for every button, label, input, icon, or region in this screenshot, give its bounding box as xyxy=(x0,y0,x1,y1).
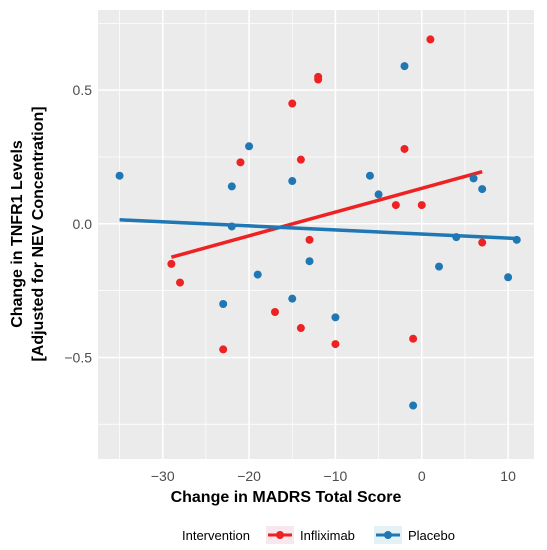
point-infliximab xyxy=(400,144,409,153)
y-axis-title-line-2: [Adjusted for NEV Concentration] xyxy=(30,106,47,361)
legend-key-placebo-dot xyxy=(384,531,392,539)
x-tick-label: 0 xyxy=(418,468,426,484)
point-placebo xyxy=(374,190,383,199)
point-infliximab xyxy=(478,238,487,247)
point-placebo xyxy=(227,222,236,231)
point-placebo xyxy=(115,171,124,180)
point-infliximab xyxy=(296,324,305,333)
point-infliximab xyxy=(409,334,418,343)
point-infliximab xyxy=(391,201,400,210)
legend-label-placebo: Placebo xyxy=(408,528,455,543)
point-placebo xyxy=(435,262,444,271)
point-placebo xyxy=(288,177,297,186)
point-infliximab xyxy=(219,345,228,354)
legend-key-infliximab-dot xyxy=(276,531,284,539)
y-tick-labels: −0.5 0.0 0.5 xyxy=(64,82,92,365)
point-infliximab xyxy=(236,158,245,167)
point-placebo xyxy=(305,257,314,266)
x-axis-title: Change in MADRS Total Score xyxy=(171,489,402,506)
point-infliximab xyxy=(270,308,279,317)
legend-title: Intervention xyxy=(182,528,250,543)
point-placebo xyxy=(452,233,461,242)
point-placebo xyxy=(478,185,487,194)
y-tick-label: −0.5 xyxy=(64,349,92,365)
y-axis-title-line-1: Change in TNFR1 Levels xyxy=(9,140,26,328)
trend-line-placebo xyxy=(119,218,517,241)
point-placebo xyxy=(512,235,521,244)
point-infliximab xyxy=(296,155,305,164)
x-tick-label: 10 xyxy=(500,468,516,484)
point-infliximab xyxy=(426,35,435,44)
x-tick-label: −10 xyxy=(324,468,348,484)
x-tick-label: −30 xyxy=(151,468,175,484)
data-points xyxy=(115,35,521,410)
y-tick-label: 0.5 xyxy=(73,82,93,98)
point-infliximab xyxy=(305,235,314,244)
point-placebo xyxy=(253,270,262,279)
point-infliximab xyxy=(176,278,185,287)
trend-line-infliximab xyxy=(170,170,483,259)
point-infliximab xyxy=(288,99,297,108)
point-infliximab xyxy=(331,340,340,349)
point-placebo xyxy=(227,182,236,191)
point-infliximab xyxy=(314,75,323,84)
point-placebo xyxy=(504,273,513,282)
y-tick-label: 0.0 xyxy=(73,216,93,232)
point-placebo xyxy=(219,299,228,308)
point-placebo xyxy=(365,171,374,180)
x-tick-label: −20 xyxy=(237,468,261,484)
y-axis-title: Change in TNFR1 Levels [Adjusted for NEV… xyxy=(9,106,47,361)
trend-lines xyxy=(119,170,517,259)
point-placebo xyxy=(288,294,297,303)
point-placebo xyxy=(400,62,409,71)
legend-key-placebo xyxy=(374,526,402,544)
point-placebo xyxy=(245,142,254,151)
legend-key-infliximab xyxy=(266,526,294,544)
point-placebo xyxy=(409,401,418,410)
legend: Intervention Infliximab Placebo xyxy=(182,526,455,544)
point-placebo xyxy=(469,174,478,183)
point-placebo xyxy=(331,313,340,322)
legend-label-infliximab: Infliximab xyxy=(300,528,355,543)
point-infliximab xyxy=(167,259,176,268)
point-infliximab xyxy=(417,201,426,210)
x-tick-labels: −30 −20 −10 0 10 xyxy=(151,468,516,484)
